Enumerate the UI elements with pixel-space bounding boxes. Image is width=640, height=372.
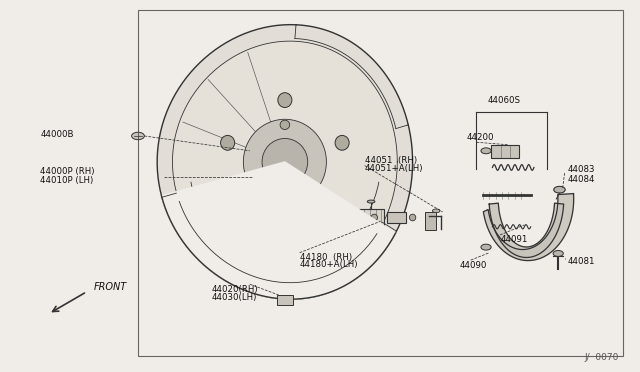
Text: 44090: 44090 <box>460 261 486 270</box>
Ellipse shape <box>313 205 327 219</box>
Ellipse shape <box>264 187 274 196</box>
Ellipse shape <box>243 205 257 219</box>
Text: FRONT: FRONT <box>93 282 127 292</box>
Polygon shape <box>483 193 573 260</box>
Text: 44060S: 44060S <box>487 96 520 105</box>
Circle shape <box>481 244 491 250</box>
Text: 44083: 44083 <box>568 165 595 174</box>
Ellipse shape <box>433 209 440 213</box>
Circle shape <box>553 250 563 256</box>
Ellipse shape <box>221 135 235 150</box>
Polygon shape <box>489 203 564 257</box>
Text: 44180  (RH): 44180 (RH) <box>300 253 352 262</box>
Polygon shape <box>173 41 397 283</box>
Bar <box>491 145 519 158</box>
Text: 44084: 44084 <box>568 175 595 184</box>
Circle shape <box>481 148 491 154</box>
Polygon shape <box>157 25 413 299</box>
Ellipse shape <box>278 93 292 108</box>
Text: 44081: 44081 <box>568 257 595 266</box>
Ellipse shape <box>296 187 306 196</box>
Text: 44010P (LH): 44010P (LH) <box>40 176 93 185</box>
Circle shape <box>132 132 145 140</box>
Text: J/  0070: J/ 0070 <box>584 353 619 362</box>
Ellipse shape <box>371 214 378 221</box>
Ellipse shape <box>367 200 375 203</box>
Bar <box>138 10 623 356</box>
Ellipse shape <box>243 119 326 205</box>
Ellipse shape <box>554 186 565 193</box>
Text: 44091: 44091 <box>500 235 527 244</box>
Ellipse shape <box>410 214 416 221</box>
Bar <box>387 212 406 223</box>
Bar <box>277 295 292 305</box>
Text: 44180+A(LH): 44180+A(LH) <box>300 260 358 269</box>
Text: 44030(LH): 44030(LH) <box>211 294 257 302</box>
Text: 44000B: 44000B <box>40 129 74 139</box>
Bar <box>358 209 384 226</box>
Text: 44051  (RH): 44051 (RH) <box>365 156 417 165</box>
Ellipse shape <box>335 135 349 150</box>
Ellipse shape <box>262 138 308 185</box>
Text: 44000P (RH): 44000P (RH) <box>40 167 95 176</box>
Text: 44200: 44200 <box>467 133 494 142</box>
Polygon shape <box>161 162 396 299</box>
Bar <box>426 212 436 231</box>
Text: 44020(RH): 44020(RH) <box>211 285 258 294</box>
Ellipse shape <box>280 120 290 129</box>
Text: 44051+A(LH): 44051+A(LH) <box>365 164 423 173</box>
